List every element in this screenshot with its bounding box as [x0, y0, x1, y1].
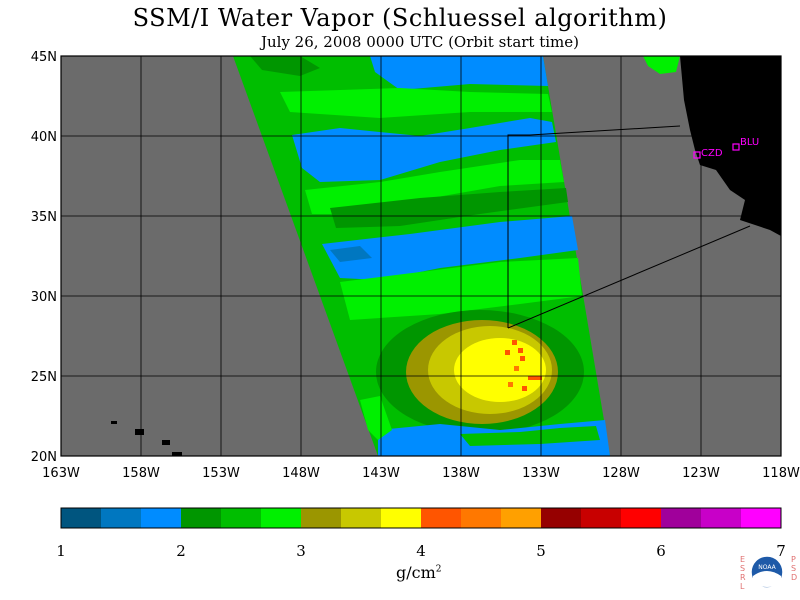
unit-label: g/cm2	[396, 563, 442, 582]
station-label: BLU	[740, 137, 759, 148]
color-swatch	[501, 508, 542, 528]
longitude-label: 118W	[762, 466, 800, 481]
color-scale-bar	[60, 507, 782, 529]
color-swatch	[661, 508, 702, 528]
color-tick-label: 3	[296, 542, 306, 560]
logo-badge-text: NOAA	[758, 564, 776, 571]
longitude-label: 123W	[682, 466, 720, 481]
color-swatch	[61, 508, 102, 528]
latitude-label: 30N	[31, 290, 57, 305]
longitude-label: 158W	[122, 466, 160, 481]
color-swatch	[421, 508, 462, 528]
longitude-label: 148W	[282, 466, 320, 481]
color-tick-label: 5	[536, 542, 546, 560]
color-swatch	[381, 508, 422, 528]
longitude-label: 143W	[362, 466, 400, 481]
color-swatch	[181, 508, 222, 528]
color-tick-label: 1	[56, 542, 66, 560]
color-swatch	[141, 508, 182, 528]
color-tick-label: 6	[656, 542, 666, 560]
map-title: SSM/I Water Vapor (Schluessel algorithm)	[132, 4, 668, 32]
longitude-label: 128W	[602, 466, 640, 481]
color-swatch	[621, 508, 662, 528]
color-swatch	[541, 508, 582, 528]
station-markers: CZD BLU	[693, 137, 759, 159]
latitude-labels: 45N 40N 35N 30N 25N 20N	[31, 50, 57, 465]
map-subtitle: July 26, 2008 0000 UTC (Orbit start time…	[260, 33, 580, 51]
longitude-label: 138W	[442, 466, 480, 481]
color-swatch	[581, 508, 622, 528]
color-swatch	[461, 508, 502, 528]
color-swatch	[101, 508, 142, 528]
latitude-label: 45N	[31, 50, 57, 65]
latitude-label: 25N	[31, 370, 57, 385]
color-tick-label: 4	[416, 542, 426, 560]
color-tick-label: 2	[176, 542, 186, 560]
color-scale-ticks: 1 2 3 4 5 6 7	[56, 542, 786, 560]
land-mass	[111, 56, 781, 456]
station-marker	[693, 151, 701, 159]
latitude-label: 35N	[31, 210, 57, 225]
trajectory-lines	[507, 125, 751, 329]
color-bar-border	[60, 507, 782, 529]
color-swatch	[221, 508, 262, 528]
color-swatch	[701, 508, 742, 528]
color-swatch	[341, 508, 382, 528]
color-swatch	[741, 508, 782, 528]
station-marker	[732, 143, 740, 151]
color-swatch	[261, 508, 302, 528]
plot-border	[60, 55, 782, 457]
station-label: CZD	[701, 148, 723, 159]
longitude-label: 133W	[522, 466, 560, 481]
color-swatch	[301, 508, 342, 528]
latitude-label: 40N	[31, 130, 57, 145]
color-tick-label: 7	[776, 542, 786, 560]
longitude-label: 163W	[42, 466, 80, 481]
longitude-labels: 163W 158W 153W 148W 143W 138W 133W 128W 123W 118W	[42, 466, 800, 481]
satellite-swath	[233, 56, 610, 456]
graticule	[61, 56, 781, 456]
latitude-label: 20N	[31, 450, 57, 465]
longitude-label: 153W	[202, 466, 240, 481]
